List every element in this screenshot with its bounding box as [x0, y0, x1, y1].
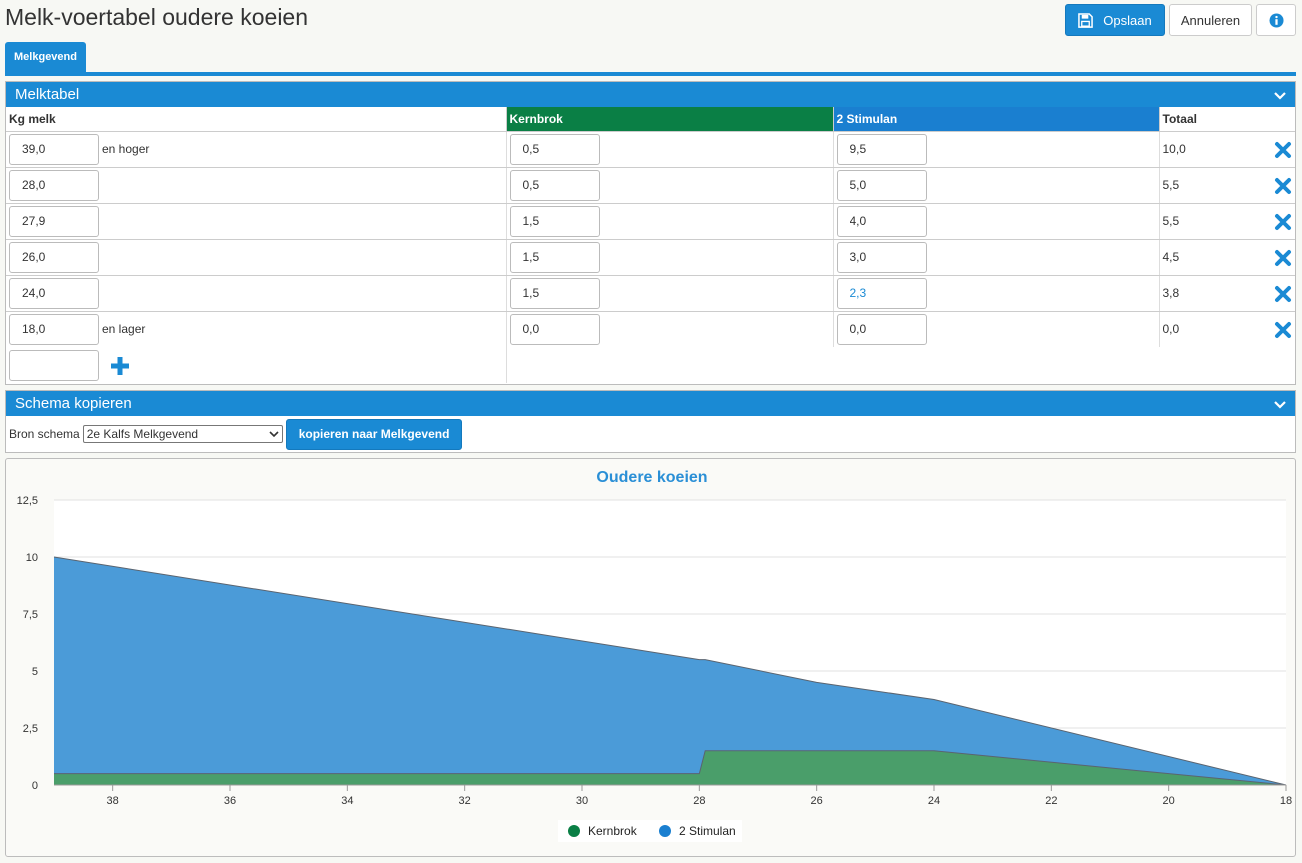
- kg-suffix: en hoger: [102, 142, 150, 156]
- y-tick-label: 0: [32, 780, 38, 792]
- column-header-totaal: Totaal: [1159, 107, 1295, 132]
- column-header-kernbrok: Kernbrok: [506, 107, 834, 132]
- save-button-label: Opslaan: [1103, 12, 1152, 28]
- kg-input[interactable]: [9, 277, 99, 309]
- melktabel-header[interactable]: Melktabel: [6, 82, 1295, 107]
- cancel-button[interactable]: Annuleren: [1169, 4, 1252, 36]
- delete-row-icon[interactable]: [1274, 249, 1292, 267]
- chart-panel: 0 2,5 5 7,5 10 12,5 38 36 34 32 30 28 26 24 22 20 18 Oude…: [5, 458, 1296, 857]
- kg-input[interactable]: [9, 169, 99, 201]
- schema-title: Schema kopieren: [15, 395, 132, 412]
- kernbrok-input[interactable]: [509, 169, 600, 201]
- melktabel-title: Melktabel: [15, 86, 80, 103]
- schema-panel: Schema kopieren Bron schema 2e Kalfs Mel…: [5, 390, 1296, 453]
- stimulan-input[interactable]: [836, 169, 927, 201]
- source-schema-value: 2e Kalfs Melkgevend: [86, 427, 199, 441]
- delete-row-icon[interactable]: [1274, 321, 1292, 339]
- delete-row-icon[interactable]: [1274, 285, 1292, 303]
- kernbrok-input[interactable]: [509, 133, 600, 165]
- legend-marker-stimulan: [659, 825, 671, 837]
- schema-header[interactable]: Schema kopieren: [6, 391, 1295, 416]
- save-button[interactable]: Opslaan: [1065, 4, 1165, 36]
- floppy-disk-icon: [1078, 12, 1094, 28]
- y-tick-label: 2,5: [23, 723, 38, 735]
- y-tick-label: 10: [26, 552, 38, 564]
- total-value: 5,5: [1162, 214, 1180, 228]
- kg-input[interactable]: [9, 241, 99, 273]
- info-icon: [1268, 12, 1284, 28]
- series-line-stimulan: [53, 556, 1287, 786]
- chart-title: Oudere koeien: [596, 469, 707, 486]
- area-chart: 0 2,5 5 7,5 10 12,5 38 36 34 32 30 28 26 24 22 20 18 Oude…: [17, 469, 1292, 842]
- kg-input[interactable]: [9, 313, 99, 345]
- total-value: 3,8: [1162, 286, 1180, 300]
- info-button[interactable]: [1256, 4, 1296, 36]
- total-value: 4,5: [1162, 250, 1180, 264]
- table-row: 5,5: [6, 203, 1295, 240]
- x-tick-label: 38: [107, 795, 119, 807]
- x-tick-label: 24: [928, 795, 940, 807]
- new-kg-input[interactable]: [9, 349, 99, 381]
- x-tick-label: 32: [459, 795, 471, 807]
- kernbrok-input[interactable]: [509, 313, 600, 345]
- table-row: 5,5: [6, 167, 1295, 204]
- column-header-kg: Kg melk: [6, 107, 507, 132]
- table-row: 4,5: [6, 239, 1295, 276]
- x-tick-label: 26: [811, 795, 823, 807]
- kernbrok-input[interactable]: [509, 277, 600, 309]
- total-value: 5,5: [1162, 178, 1180, 192]
- series-area-stimulan: [54, 557, 1286, 785]
- legend-label-stimulan: 2 Stimulan: [679, 824, 736, 838]
- plus-icon[interactable]: [110, 356, 130, 376]
- stimulan-input[interactable]: [836, 313, 927, 345]
- kg-input[interactable]: [9, 205, 99, 237]
- chevron-down-icon[interactable]: [1273, 397, 1287, 411]
- column-header-stimulan: 2 Stimulan: [833, 107, 1160, 132]
- stimulan-input[interactable]: [836, 133, 927, 165]
- table-row: en hoger 10,0: [6, 131, 1295, 168]
- x-tick-label: 18: [1280, 795, 1292, 807]
- tab-melkgevend[interactable]: Melkgevend: [5, 42, 86, 72]
- legend-box: [558, 820, 742, 842]
- series-area-kernbrok: [54, 750, 1286, 785]
- delete-row-icon[interactable]: [1274, 141, 1292, 159]
- total-value: 0,0: [1162, 322, 1180, 337]
- delete-row-icon[interactable]: [1274, 177, 1292, 195]
- source-schema-select[interactable]: 2e Kalfs Melkgevend: [82, 425, 283, 443]
- table-row: en lager 0,0: [6, 311, 1295, 347]
- chevron-down-icon: [269, 431, 279, 438]
- y-tick-label: 5: [32, 666, 38, 678]
- x-tick-label: 20: [1163, 795, 1175, 807]
- copy-schema-button[interactable]: kopieren naar Melkgevend: [285, 418, 463, 450]
- series-line-kernbrok: [54, 750, 1287, 786]
- chevron-down-icon[interactable]: [1273, 88, 1287, 102]
- stimulan-input[interactable]: [836, 277, 927, 309]
- legend-label-kernbrok: Kernbrok: [588, 824, 638, 838]
- y-tick-label: 7,5: [23, 609, 38, 621]
- x-tick-label: 22: [1045, 795, 1057, 807]
- delete-row-icon[interactable]: [1274, 213, 1292, 231]
- schema-copy-row: Bron schema 2e Kalfs Melkgevend kopieren…: [6, 416, 1295, 452]
- tab-strip: Melkgevend: [5, 42, 1296, 76]
- stimulan-input[interactable]: [836, 241, 927, 273]
- source-schema-label: Bron schema: [9, 427, 80, 441]
- x-tick-label: 36: [224, 795, 236, 807]
- page-title: Melk-voertabel oudere koeien: [5, 4, 309, 30]
- melk-table: Kg melk Kernbrok 2 Stimulan Totaal en ho…: [6, 107, 1295, 383]
- x-tick-label: 30: [576, 795, 588, 807]
- total-value: 10,0: [1162, 142, 1186, 156]
- kernbrok-input[interactable]: [509, 241, 600, 273]
- legend-marker-kernbrok: [568, 825, 580, 837]
- kg-input[interactable]: [9, 133, 99, 165]
- toolbar: Opslaan Annuleren: [1065, 4, 1296, 36]
- kernbrok-input[interactable]: [509, 205, 600, 237]
- new-row: [6, 347, 1295, 383]
- stimulan-input[interactable]: [836, 205, 927, 237]
- x-tick-label: 34: [341, 795, 353, 807]
- x-tick-label: 28: [693, 795, 705, 807]
- y-tick-label: 12,5: [17, 495, 38, 507]
- melktabel-panel: Melktabel Kg melk Kernbrok 2 Stimulan To…: [5, 81, 1296, 385]
- kg-suffix: en lager: [102, 322, 146, 337]
- table-row: 3,8: [6, 275, 1295, 312]
